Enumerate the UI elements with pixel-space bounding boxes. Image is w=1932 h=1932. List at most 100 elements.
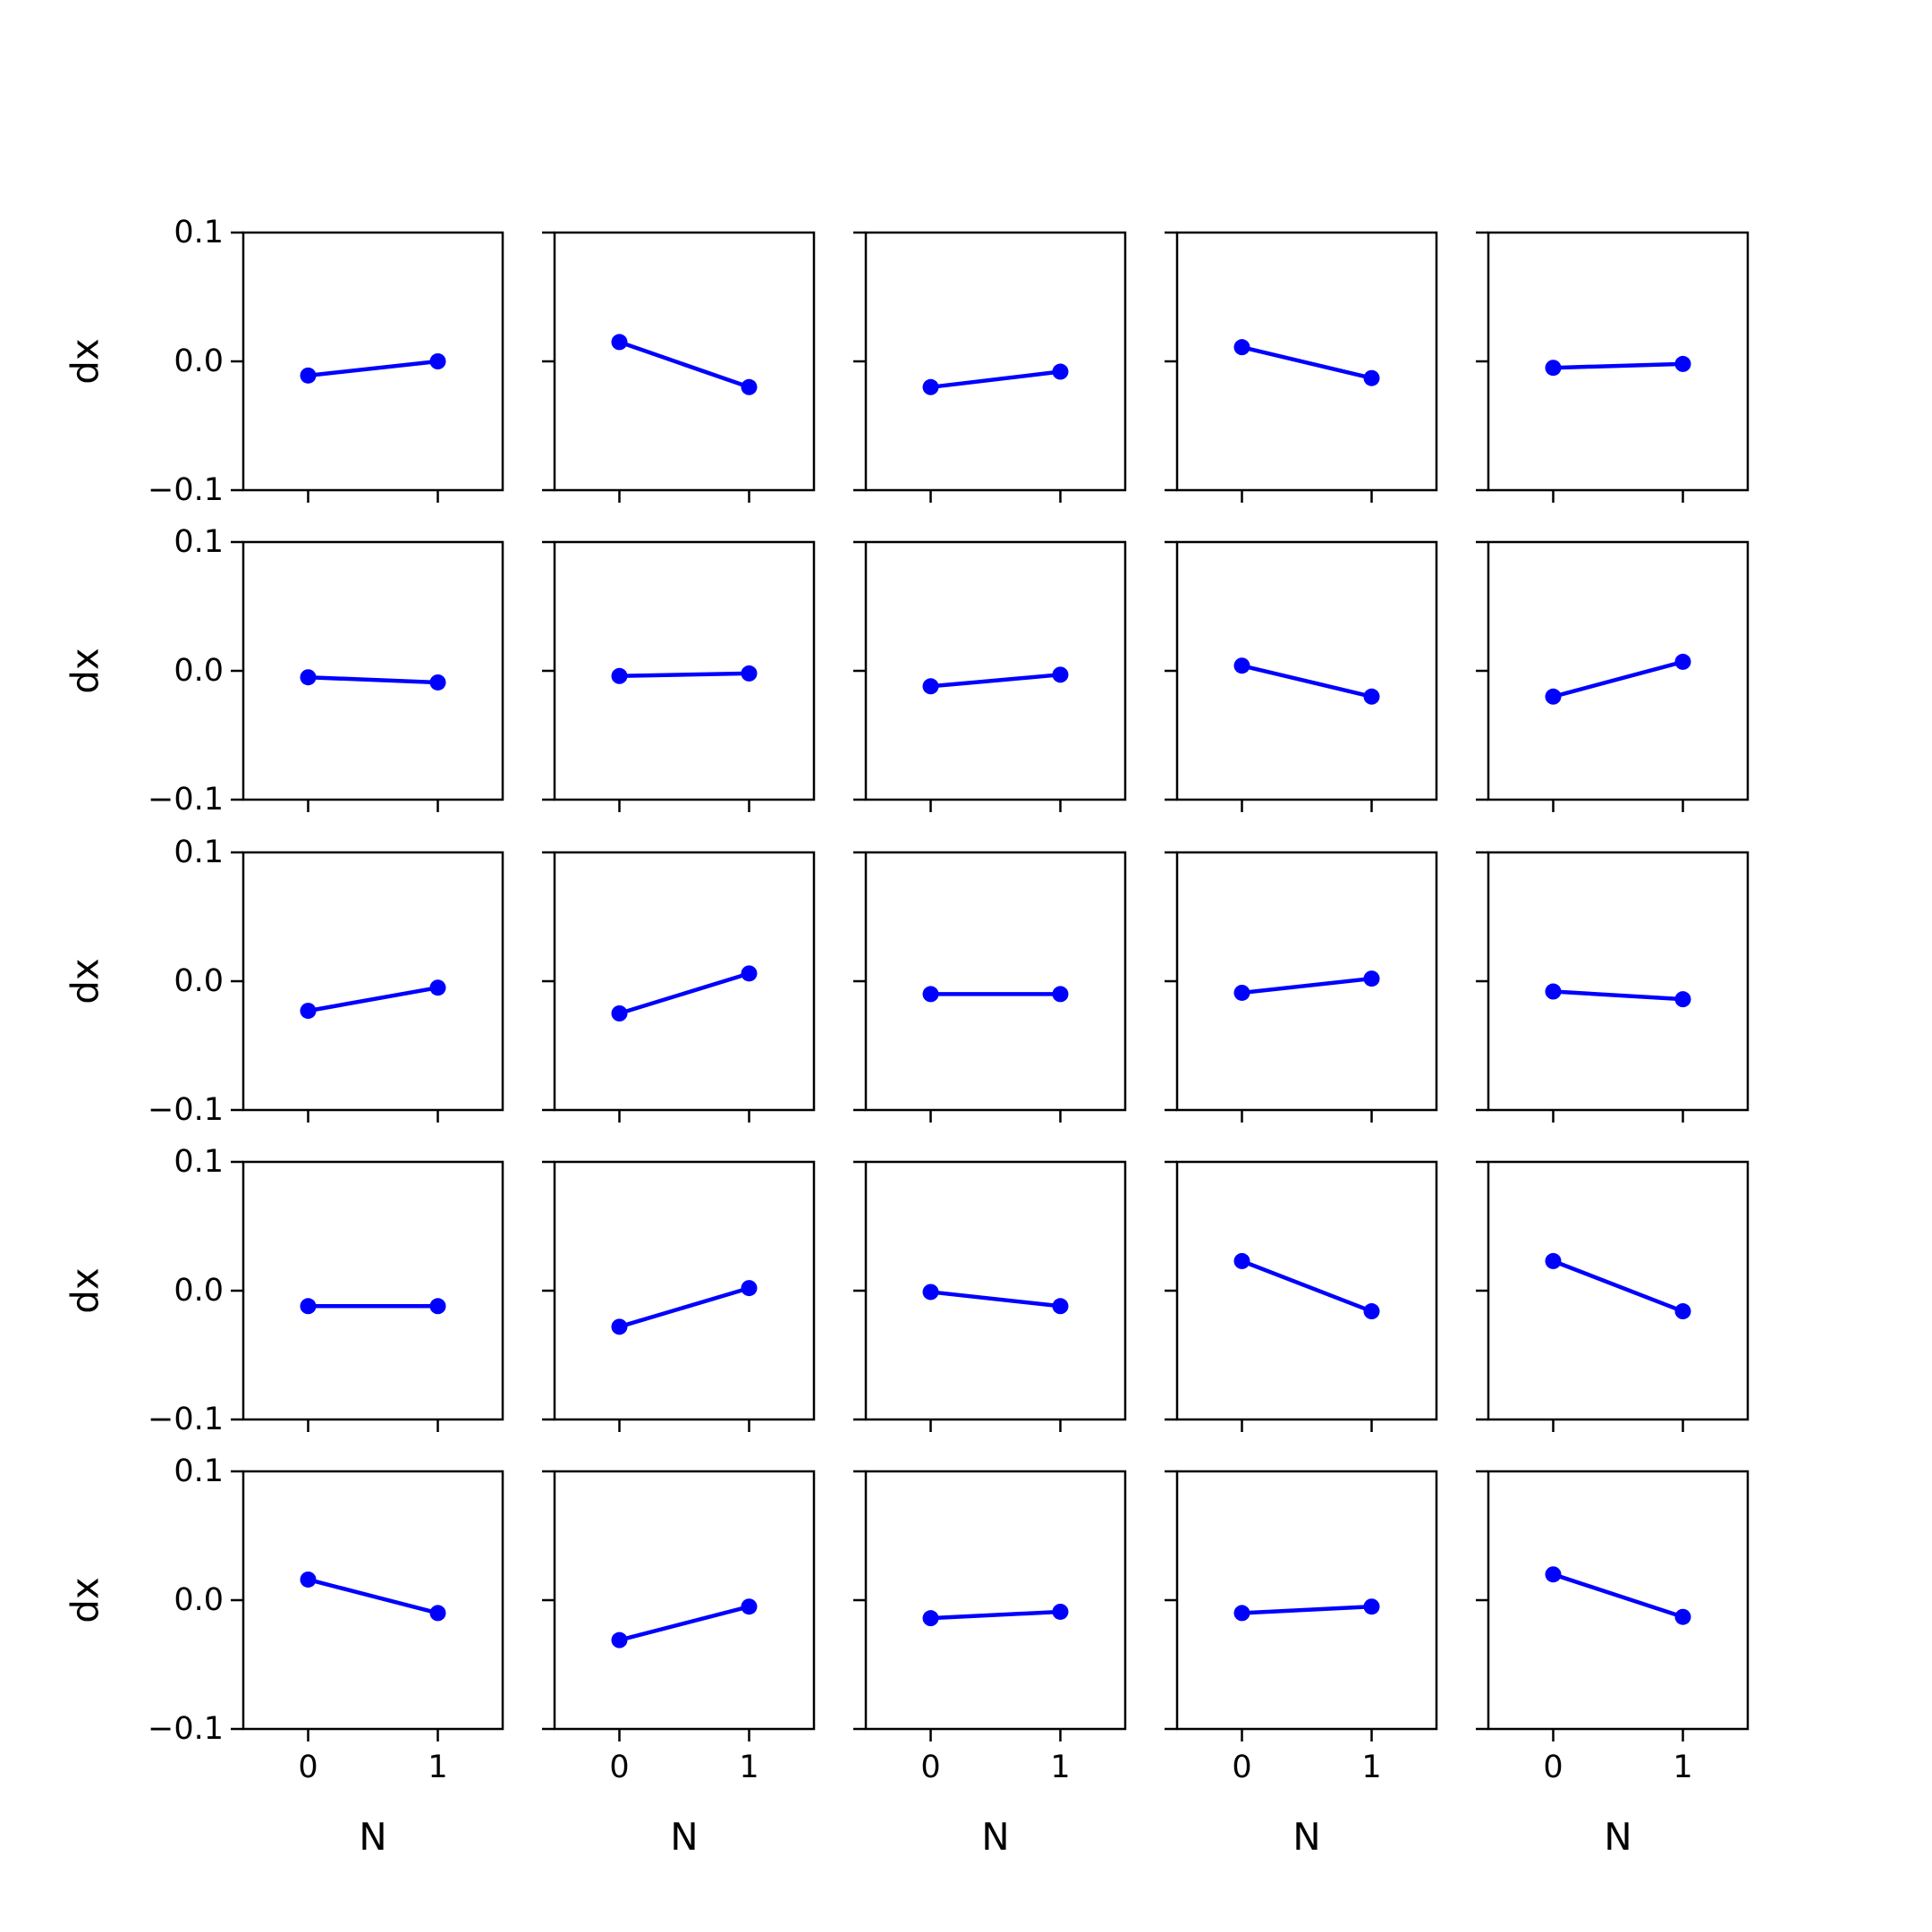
data-point (429, 674, 446, 691)
series-line (617, 1285, 751, 1329)
data-point (1545, 1252, 1562, 1269)
series-line (1240, 663, 1374, 699)
subplot-r3-c4 (1165, 851, 1438, 1123)
x-tick-label: 1 (739, 1750, 758, 1785)
data-point (300, 1003, 317, 1020)
series-line (306, 359, 440, 378)
series-line (1240, 1604, 1374, 1615)
data-point (1545, 983, 1562, 1000)
data-point (1052, 1298, 1069, 1315)
data-point (1363, 369, 1380, 386)
data-point (429, 979, 446, 996)
subplot-r1-c4 (1165, 231, 1438, 503)
data-point (1363, 688, 1380, 705)
subplot-r5-c5: 0 1 N (1476, 1470, 1750, 1859)
y-tick-label: 0.0 (174, 343, 224, 379)
x-tick-label: 0 (1232, 1750, 1251, 1785)
data-point (1545, 360, 1562, 377)
subplot-r4-c1: 0.1 0.0 −0.1 dx (64, 1144, 504, 1437)
x-axis-label: N (981, 1815, 1009, 1859)
data-point (1233, 984, 1250, 1001)
data-point (611, 1005, 628, 1021)
x-tick-label: 0 (609, 1750, 629, 1785)
y-axis-label: dx (64, 1577, 107, 1623)
subplot-r3-c1: 0.1 0.0 −0.1 dx (64, 835, 504, 1128)
x-tick-label: 1 (428, 1750, 447, 1785)
data-point (300, 1298, 317, 1315)
data-point (1363, 970, 1380, 987)
data-point (741, 965, 758, 982)
subplot-r4-c5 (1476, 1160, 1750, 1432)
small-multiples-grid: 0.10.0−0.1dx0.10.0−0.1dx0.10.0−0.1dx0.10… (64, 215, 1750, 1859)
series-line (928, 1609, 1063, 1621)
data-point (611, 667, 628, 684)
series-line (617, 671, 751, 679)
y-tick-label: −0.1 (148, 1092, 224, 1128)
data-point (429, 1298, 446, 1315)
data-point (429, 1605, 446, 1622)
data-point (1363, 1303, 1380, 1320)
subplot-r4-c2 (542, 1160, 816, 1432)
data-point (922, 678, 939, 695)
x-tick-label: 0 (298, 1750, 318, 1785)
subplot-r4-c3 (853, 1160, 1127, 1432)
x-tick-label: 1 (1673, 1750, 1692, 1785)
series-line (306, 1577, 440, 1615)
series-line (617, 1604, 751, 1642)
data-point (741, 378, 758, 395)
y-tick-label: 0.1 (174, 835, 224, 870)
data-point (1052, 363, 1069, 380)
data-point (429, 353, 446, 369)
series-line (1551, 989, 1685, 1002)
data-point (1674, 355, 1691, 372)
x-axis-label: N (1292, 1815, 1320, 1859)
data-point (1233, 339, 1250, 356)
data-point (1052, 1603, 1069, 1620)
data-point (1545, 688, 1562, 705)
series-line (1240, 344, 1374, 380)
data-point (922, 1284, 939, 1301)
y-tick-label: 0.1 (174, 524, 224, 560)
subplot-r5-c2: 0 1 N (542, 1470, 816, 1859)
data-point (300, 367, 317, 384)
y-tick-label: 0.0 (174, 1582, 224, 1618)
series-line (928, 1290, 1063, 1309)
series-line (1551, 361, 1685, 370)
series-line (306, 985, 440, 1013)
series-line (1551, 1572, 1685, 1619)
subplot-r2-c4 (1165, 540, 1438, 812)
y-tick-label: 0.0 (174, 963, 224, 999)
x-tick-label: 0 (920, 1750, 940, 1785)
data-point (922, 986, 939, 1003)
series-line (1240, 976, 1374, 996)
data-point (1674, 653, 1691, 670)
subplot-r2-c1: 0.1 0.0 −0.1 dx (64, 524, 504, 818)
y-axis-label: dx (64, 958, 107, 1004)
data-point (1233, 1605, 1250, 1622)
series-line (1551, 659, 1685, 699)
y-tick-label: −0.1 (148, 1711, 224, 1747)
subplot-r4-c4 (1165, 1160, 1438, 1432)
subplot-r5-c3: 0 1 N (853, 1470, 1127, 1859)
subplot-r1-c2 (542, 231, 816, 503)
data-point (741, 1598, 758, 1615)
series-line (928, 673, 1063, 689)
y-axis-label: dx (64, 648, 107, 694)
series-line (1551, 1258, 1685, 1314)
y-tick-label: 0.1 (174, 1144, 224, 1180)
x-axis-label: N (359, 1815, 386, 1859)
data-point (611, 334, 628, 351)
data-point (300, 669, 317, 686)
series-line (306, 674, 440, 685)
y-axis-label: dx (64, 1267, 107, 1314)
series-line (1240, 1258, 1374, 1314)
data-point (922, 378, 939, 395)
data-point (1233, 1252, 1250, 1269)
x-tick-label: 1 (1361, 1750, 1381, 1785)
x-axis-label: N (1604, 1815, 1631, 1859)
subplot-r2-c2 (542, 540, 816, 812)
data-point (1545, 1566, 1562, 1583)
data-point (1363, 1598, 1380, 1615)
